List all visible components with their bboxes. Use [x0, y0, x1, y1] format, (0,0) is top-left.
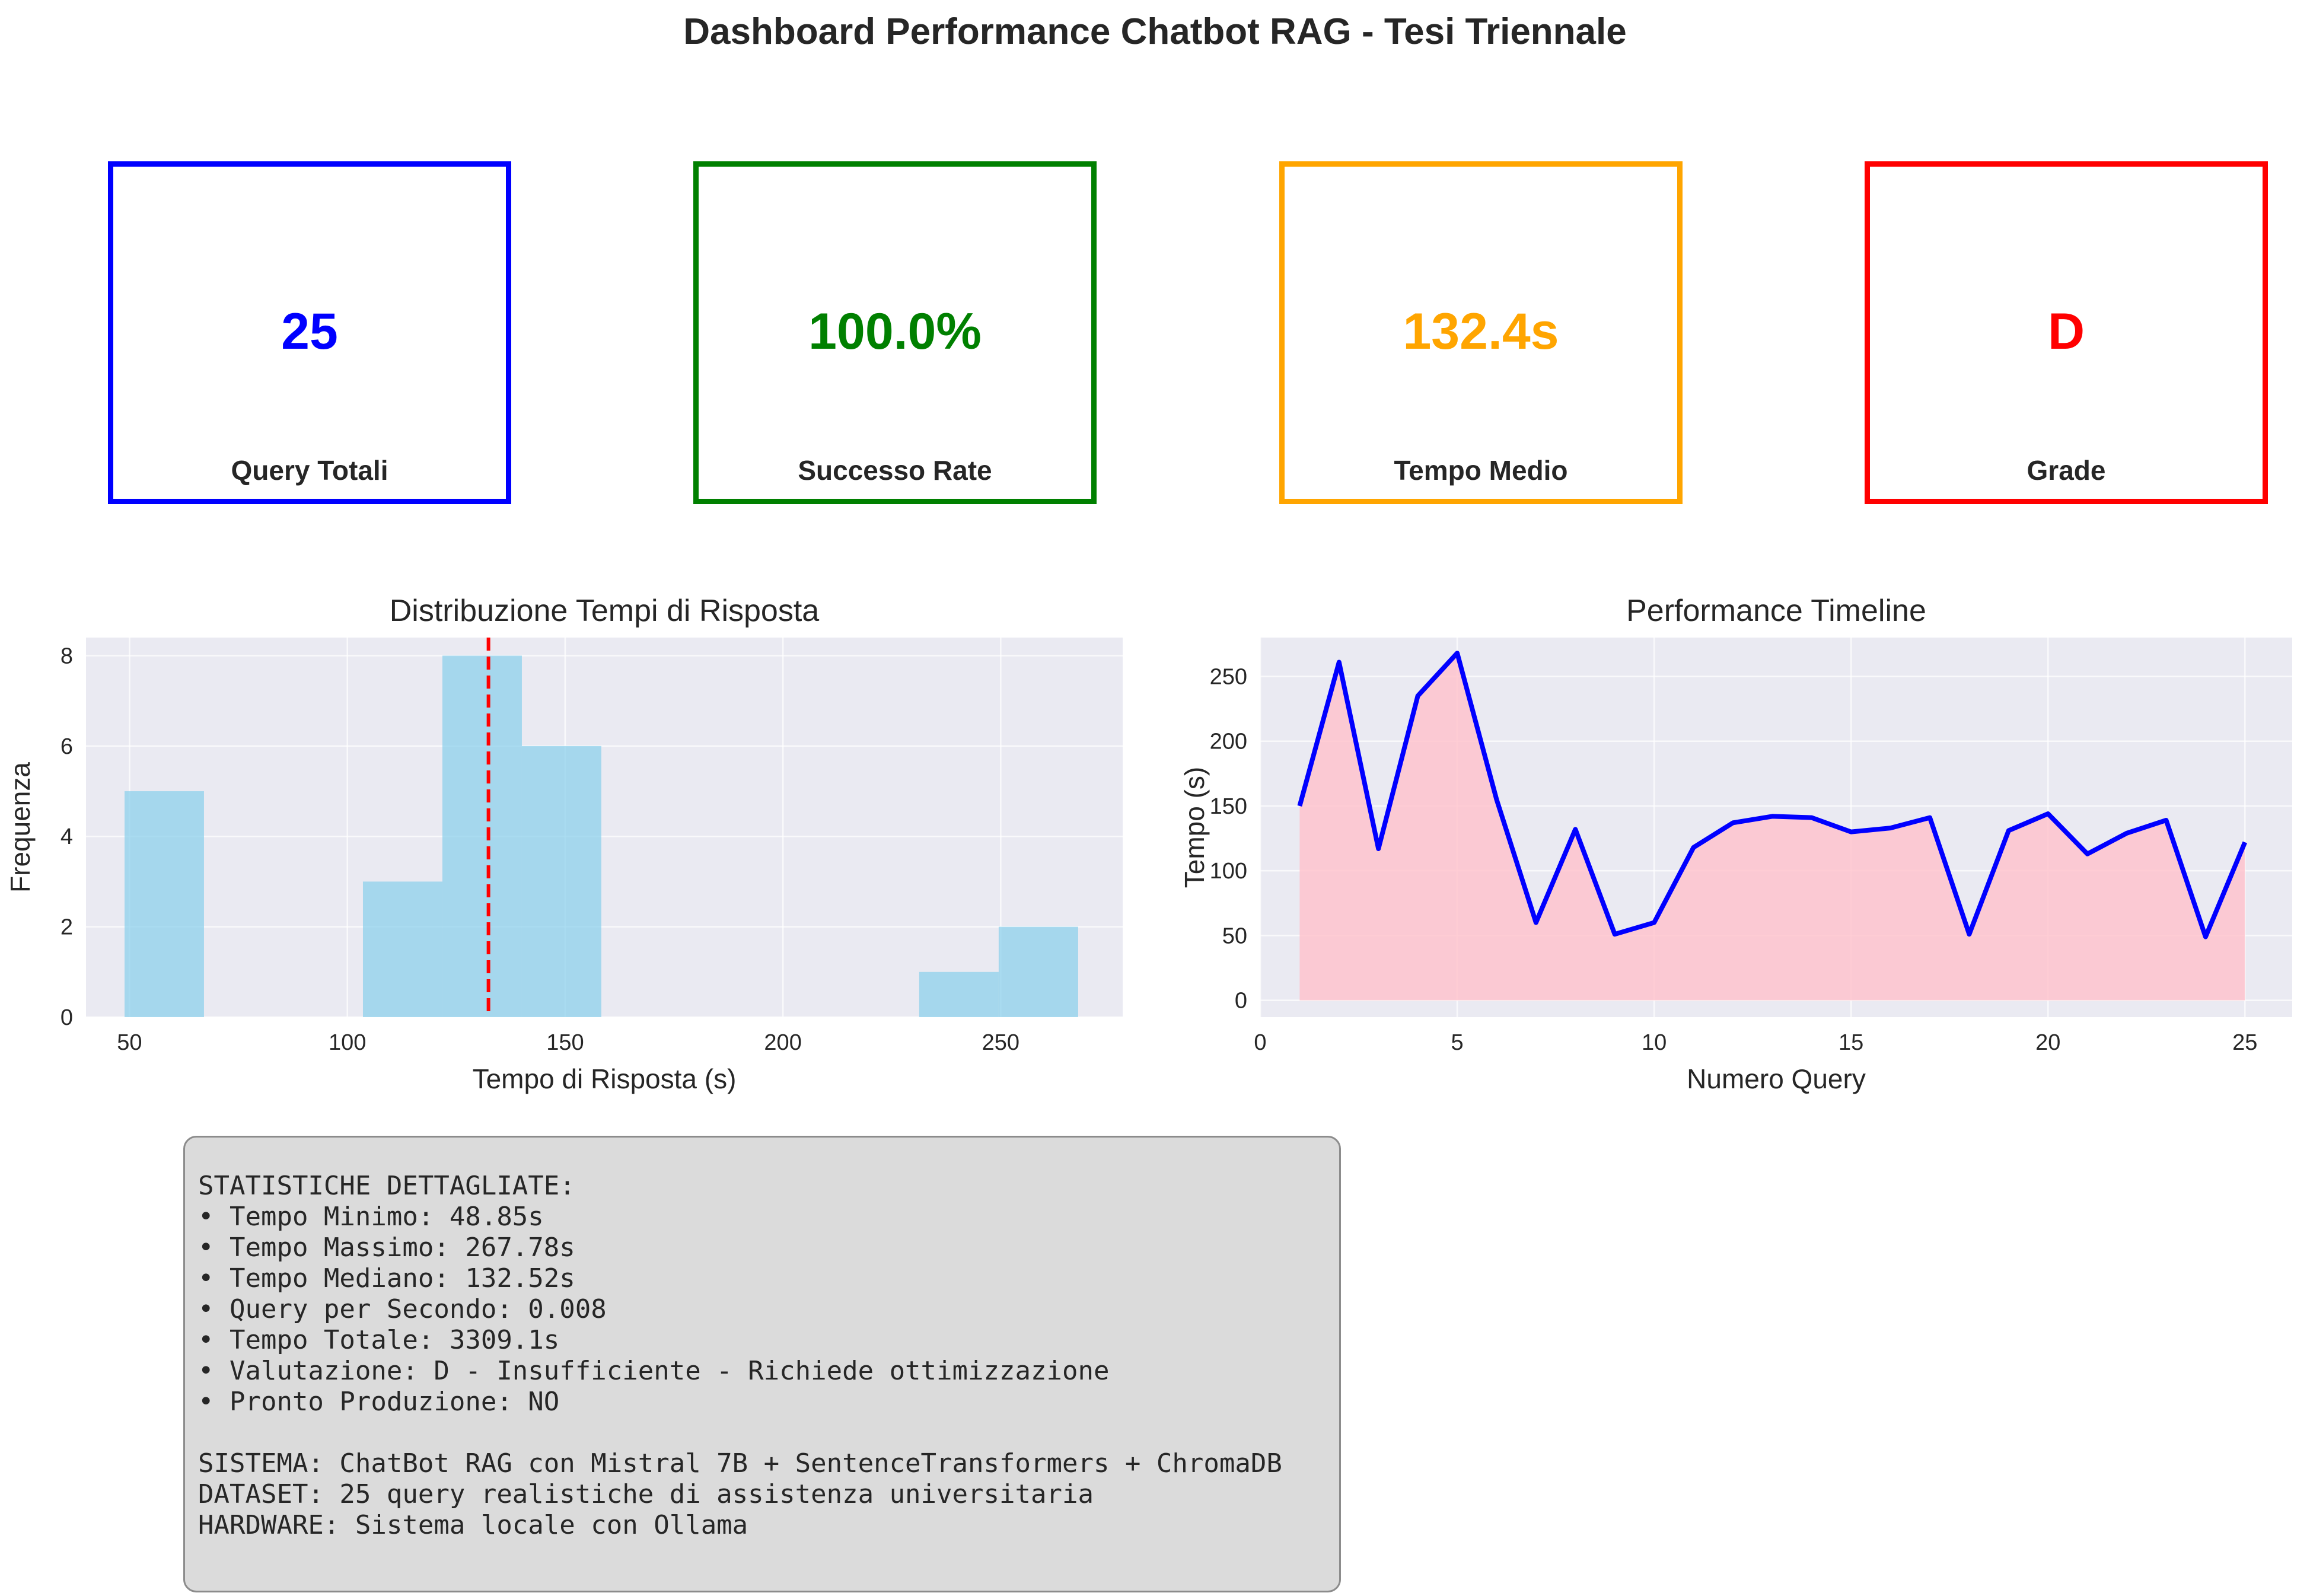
kpi-card-query-totali: 25 Query Totali [108, 161, 511, 504]
x-tick-label: 250 [982, 1030, 1019, 1055]
y-tick-label: 200 [1210, 729, 1247, 754]
histogram-bar [919, 971, 999, 1017]
chart-title: Performance Timeline [1626, 594, 1926, 628]
chart-title: Distribuzione Tempi di Risposta [390, 594, 820, 628]
x-axis-label: Numero Query [1687, 1063, 1866, 1094]
stats-line: • Tempo Totale: 3309.1s [198, 1325, 560, 1355]
histogram-bar [521, 746, 601, 1017]
histogram-bar [362, 881, 442, 1017]
chart-0: 50 100 150 200 250 0 2 4 6 8 Distribuzione Tempi d… [5, 594, 1123, 1094]
histogram-bar [124, 791, 204, 1017]
x-tick-label: 15 [1839, 1030, 1863, 1055]
histogram-bar [442, 655, 522, 1017]
stats-line: • Tempo Mediano: 132.52s [198, 1263, 575, 1294]
x-tick-label: 20 [2035, 1030, 2060, 1055]
stats-line: STATISTICHE DETTAGLIATE: [198, 1171, 575, 1201]
kpi-label: Successo Rate [798, 455, 992, 486]
y-tick-label: 6 [60, 734, 73, 759]
stats-line: • Query per Secondo: 0.008 [198, 1294, 607, 1324]
x-tick-label: 25 [2232, 1030, 2257, 1055]
stats-line: • Tempo Massimo: 267.78s [198, 1232, 575, 1263]
kpi-card-tempo-medio: 132.4s Tempo Medio [1279, 161, 1683, 504]
kpi-value: D [2047, 303, 2085, 360]
stats-line: • Tempo Minimo: 48.85s [198, 1202, 544, 1232]
kpi-label: Query Totali [231, 455, 388, 486]
detailed-statistics-panel: STATISTICHE DETTAGLIATE: • Tempo Minimo: … [183, 1136, 1341, 1592]
histogram-bar [998, 926, 1078, 1017]
x-tick-label: 100 [329, 1030, 366, 1055]
timeline-area-fill [1299, 653, 2245, 1001]
y-tick-label: 8 [60, 644, 73, 668]
kpi-label: Grade [2027, 455, 2106, 486]
dashboard-title: Dashboard Performance Chatbot RAG - Tesi… [683, 11, 1627, 52]
plot-background [86, 638, 1123, 1017]
kpi-value: 132.4s [1403, 303, 1559, 360]
x-tick-label: 200 [764, 1030, 801, 1055]
stats-line: SISTEMA: ChatBot RAG con Mistral 7B + Se… [198, 1448, 1282, 1479]
x-tick-label: 150 [546, 1030, 584, 1055]
x-tick-label: 0 [1254, 1030, 1266, 1055]
x-tick-label: 10 [1642, 1030, 1667, 1055]
y-tick-label: 100 [1210, 859, 1247, 884]
kpi-label: Tempo Medio [1394, 455, 1568, 486]
x-axis-label: Tempo di Risposta (s) [473, 1063, 737, 1094]
x-tick-label: 5 [1451, 1030, 1463, 1055]
y-tick-label: 50 [1222, 923, 1247, 948]
stats-line: • Pronto Produzione: NO [198, 1387, 560, 1417]
stats-line: • Valutazione: D - Insufficiente - Richi… [198, 1356, 1110, 1386]
kpi-value: 25 [281, 303, 338, 360]
y-tick-label: 150 [1210, 794, 1247, 819]
y-tick-label: 2 [60, 915, 73, 940]
y-axis-label: Frequenza [5, 762, 36, 893]
y-tick-label: 0 [1235, 989, 1247, 1014]
y-tick-label: 4 [60, 824, 73, 849]
kpi-card-grade: D Grade [1865, 161, 2268, 504]
y-axis-label: Tempo (s) [1179, 767, 1210, 888]
x-tick-label: 50 [117, 1030, 142, 1055]
kpi-card-successo-rate: 100.0% Successo Rate [693, 161, 1097, 504]
y-tick-label: 250 [1210, 665, 1247, 690]
kpi-value: 100.0% [808, 303, 982, 360]
y-tick-label: 0 [60, 1005, 73, 1030]
stats-line: HARDWARE: Sistema locale con Ollama [198, 1510, 748, 1540]
stats-line: DATASET: 25 query realistiche di assiste… [198, 1479, 1094, 1509]
